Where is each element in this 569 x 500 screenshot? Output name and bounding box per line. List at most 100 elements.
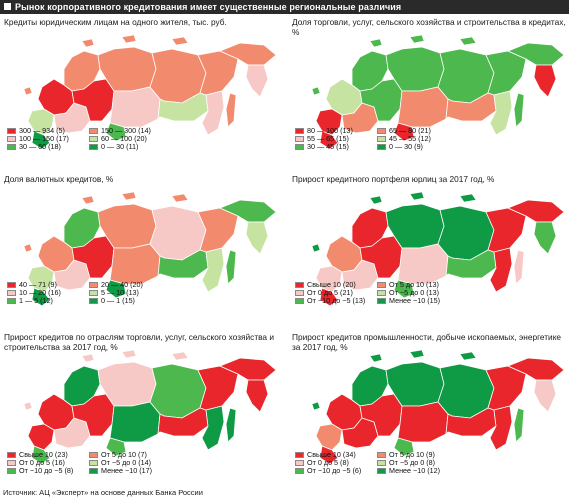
region-amur xyxy=(157,249,209,279)
legend-swatch xyxy=(89,459,98,466)
region-sakhalin xyxy=(225,92,237,128)
island-0 xyxy=(369,353,383,363)
legend-column-right: 65 — 80 (21) 45 — 55 (12) 0 — 30 (9) xyxy=(377,126,431,152)
legend-item: 300 — 934 (5) xyxy=(7,126,69,135)
region-south xyxy=(27,265,55,293)
island-2 xyxy=(459,351,477,361)
island-1 xyxy=(121,191,137,201)
legend-item: Менее −10 (15) xyxy=(377,297,440,305)
legend-column-left: 80 — 100 (13) 55 — 65 (15) 30 — 45 (15) xyxy=(295,126,353,152)
region-south xyxy=(315,423,343,451)
legend-label: Менее −10 (17) xyxy=(101,466,152,476)
region-primorye xyxy=(201,247,225,293)
legend-item: От 5 до 10 (7) xyxy=(89,450,152,459)
region-siberia-south xyxy=(397,401,449,443)
legend-swatch xyxy=(377,451,386,458)
legend-swatch xyxy=(7,281,16,288)
region-urals xyxy=(359,235,403,279)
legend-label: 40 — 71 (9) xyxy=(19,280,57,289)
region-caucasus xyxy=(31,445,51,465)
legend-column-right: От 5 до 10 (9) От −5 до 0 (8) Менее −10 (1… xyxy=(377,450,440,476)
legend-item: 30 — 60 (18) xyxy=(7,143,69,151)
region-primorye xyxy=(489,405,513,451)
legend-item: 5 — 10 (13) xyxy=(89,289,143,297)
region-kamchatka xyxy=(245,379,269,413)
region-primorye xyxy=(489,90,513,136)
legend-swatch xyxy=(377,281,386,288)
legend-swatch xyxy=(295,281,304,288)
island-1 xyxy=(409,34,425,44)
region-kamchatka xyxy=(533,221,557,255)
region-siberia-south xyxy=(397,86,449,128)
russia-map xyxy=(311,349,565,465)
legend-swatch xyxy=(377,127,386,134)
region-kamchatka xyxy=(245,64,269,98)
legend-label: От 0 до 5 (16) xyxy=(19,458,65,468)
region-urals xyxy=(71,235,115,279)
region-chukotka xyxy=(506,199,565,223)
source-note: Источник: АЦ «Эксперт» на основе данных … xyxy=(3,488,203,497)
legend-swatch xyxy=(89,143,98,150)
region-urals xyxy=(359,393,403,437)
legend-item: 0 — 30 (11) xyxy=(89,143,151,151)
region-south xyxy=(315,265,343,293)
legend-swatch xyxy=(7,135,16,142)
legend-item: 60 — 100 (20) xyxy=(89,135,151,143)
region-caucasus xyxy=(319,445,339,465)
region-sakhalin xyxy=(513,92,525,128)
legend-column-left: Свыше 10 (20) От 0 до 5 (21) От −10 до −5 … xyxy=(295,280,365,306)
region-amur xyxy=(445,92,497,122)
region-urals xyxy=(71,78,115,122)
legend-column-left: 300 — 934 (5) 100 — 150 (17) 30 — 60 (18) xyxy=(7,126,69,152)
legend-item: Менее −10 (17) xyxy=(89,467,152,475)
panel-title: Прирост кредитов промышленности, добыче … xyxy=(292,332,562,352)
legend-item: 0 — 30 (9) xyxy=(377,143,431,151)
region-sakhalin xyxy=(513,249,525,285)
region-altai xyxy=(393,122,415,142)
island-1 xyxy=(409,349,425,359)
legend-label: Свыше 10 (20) xyxy=(307,280,356,289)
island-3 xyxy=(311,401,321,411)
island-0 xyxy=(81,353,95,363)
region-amur xyxy=(445,249,497,279)
legend-item: 40 — 71 (9) xyxy=(7,280,61,289)
legend-swatch xyxy=(295,459,304,466)
panel-title: Доля торговли, услуг, сельского хозяйств… xyxy=(292,17,566,37)
island-1 xyxy=(121,349,137,359)
panel-trade-share: Доля торговли, услуг, сельского хозяйств… xyxy=(290,17,569,168)
legend-item: 100 — 150 (17) xyxy=(7,135,69,143)
island-3 xyxy=(311,243,321,253)
legend-label: 5 — 10 (13) xyxy=(101,288,139,298)
region-kamchatka xyxy=(533,64,557,98)
legend-swatch xyxy=(89,289,98,296)
legend-item: 45 — 55 (12) xyxy=(377,135,431,143)
legend-swatch xyxy=(89,281,98,288)
legend-swatch xyxy=(295,127,304,134)
legend-column-left: 40 — 71 (9) 10 — 20 (16) 1 — 5 (12) xyxy=(7,280,61,306)
region-chukotka xyxy=(506,357,565,381)
legend-swatch xyxy=(377,467,386,474)
legend-column-right: От 5 до 10 (7) От −5 до 0 (14) Менее −10 (… xyxy=(89,450,152,476)
region-primorye xyxy=(201,90,225,136)
legend-label: 150 — 300 (14) xyxy=(101,126,151,135)
island-0 xyxy=(369,195,383,205)
legend-label: 65 — 80 (21) xyxy=(389,126,431,135)
region-altai xyxy=(105,437,127,457)
island-2 xyxy=(459,36,477,46)
region-sakhalin xyxy=(513,407,525,443)
island-0 xyxy=(81,38,95,48)
legend-item: Свыше 10 (23) xyxy=(7,450,73,459)
legend-item: 65 — 80 (21) xyxy=(377,126,431,135)
panel-trade-growth: Прирост кредитов по отраслям торговли, у… xyxy=(2,332,282,483)
legend-item: Свыше 10 (34) xyxy=(295,450,361,459)
russia-map xyxy=(23,191,277,307)
panel-industry-growth: Прирост кредитов промышленности, добыче … xyxy=(290,332,569,483)
legend-label: 300 — 934 (5) xyxy=(19,126,65,135)
region-primorye xyxy=(489,247,513,293)
region-primorye xyxy=(201,405,225,451)
legend-label: От −5 до 0 (14) xyxy=(101,458,152,468)
island-3 xyxy=(23,86,33,96)
legend-item: От 5 до 10 (9) xyxy=(377,450,440,459)
legend-swatch xyxy=(89,451,98,458)
panel-title: Кредиты юридическим лицам на одного жите… xyxy=(4,17,227,27)
